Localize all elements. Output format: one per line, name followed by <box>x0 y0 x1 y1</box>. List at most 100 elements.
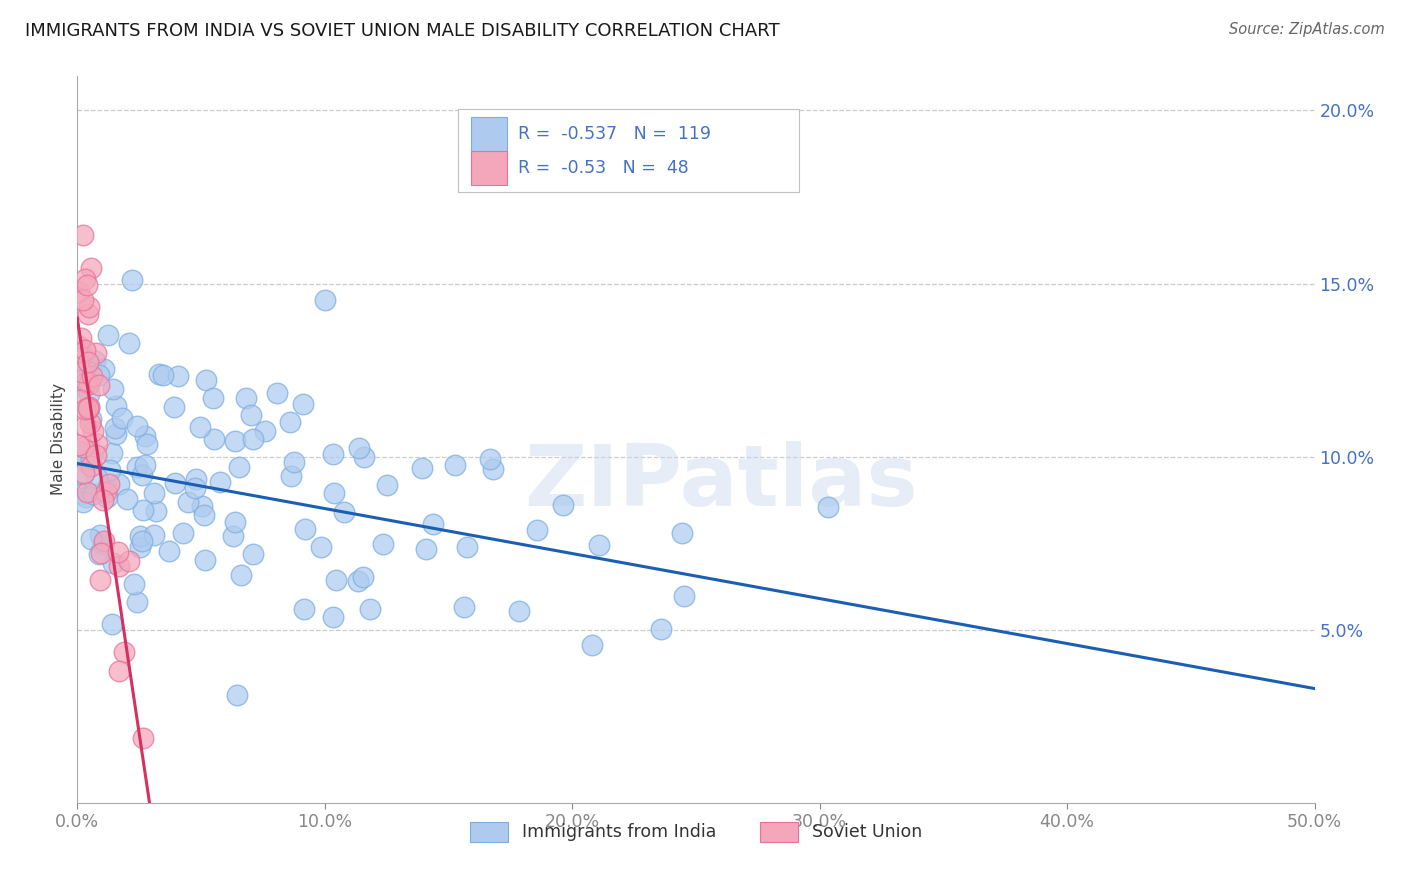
Point <box>411 460 433 475</box>
Point <box>76 361 98 376</box>
Point <box>129 529 152 543</box>
Point <box>69 443 91 458</box>
Point <box>195 373 218 387</box>
Text: R =  -0.537   N =  119: R = -0.537 N = 119 <box>517 125 711 143</box>
Point <box>422 517 444 532</box>
Point <box>184 481 207 495</box>
Point <box>553 498 575 512</box>
Point <box>111 410 134 425</box>
Point <box>225 688 247 702</box>
Point <box>87 547 110 561</box>
Point <box>240 408 263 422</box>
Point <box>84 448 107 462</box>
Point <box>118 554 141 568</box>
Point <box>77 401 100 416</box>
Point <box>478 451 501 466</box>
Point <box>98 463 121 477</box>
Point <box>145 504 167 518</box>
Point <box>86 437 108 451</box>
Text: R =  -0.53   N =  48: R = -0.53 N = 48 <box>517 159 689 178</box>
Point <box>283 455 305 469</box>
Point <box>108 665 131 679</box>
Point <box>84 354 107 368</box>
Point <box>89 368 111 383</box>
Point <box>165 475 187 490</box>
Point <box>136 437 159 451</box>
Point <box>75 271 97 285</box>
Point <box>76 277 98 292</box>
Point <box>148 367 170 381</box>
Point <box>93 362 115 376</box>
Point <box>222 528 245 542</box>
Point <box>75 378 97 392</box>
Point <box>104 399 127 413</box>
Point <box>91 493 114 508</box>
Point <box>112 645 135 659</box>
Point <box>224 515 246 529</box>
Point <box>266 385 288 400</box>
Point <box>152 368 174 383</box>
Point <box>322 447 344 461</box>
Point <box>131 534 153 549</box>
Point <box>107 476 129 491</box>
Point <box>280 469 302 483</box>
Point <box>650 622 672 636</box>
Text: Source: ZipAtlas.com: Source: ZipAtlas.com <box>1229 22 1385 37</box>
Point <box>77 402 100 417</box>
Point <box>359 602 381 616</box>
Point <box>86 470 108 484</box>
Point <box>322 610 344 624</box>
Point <box>125 595 148 609</box>
Point <box>292 602 315 616</box>
Point <box>482 462 505 476</box>
Point <box>79 376 101 391</box>
Point <box>80 412 103 426</box>
Point <box>125 419 148 434</box>
Point <box>163 400 186 414</box>
Point <box>444 458 467 473</box>
Point <box>132 731 155 746</box>
Point <box>235 391 257 405</box>
Point <box>166 368 188 383</box>
Point <box>97 327 120 342</box>
Point <box>70 345 93 359</box>
Point <box>190 419 212 434</box>
Point <box>332 505 354 519</box>
Point <box>134 458 156 472</box>
Point <box>131 467 153 482</box>
Point <box>131 503 153 517</box>
Point <box>101 446 124 460</box>
Point <box>278 415 301 429</box>
Point <box>254 424 277 438</box>
Point <box>69 393 91 408</box>
Point <box>67 339 90 353</box>
Point <box>75 343 97 358</box>
Point <box>76 484 98 499</box>
Point <box>77 300 100 314</box>
Point <box>201 391 224 405</box>
Point <box>70 366 93 380</box>
Point <box>456 540 478 554</box>
Point <box>347 574 370 588</box>
Point <box>353 450 375 464</box>
Point <box>193 508 215 522</box>
Point <box>202 432 225 446</box>
Point <box>415 542 437 557</box>
FancyBboxPatch shape <box>471 117 506 151</box>
Point <box>194 553 217 567</box>
Point <box>314 293 336 308</box>
Point <box>124 576 146 591</box>
Point <box>375 478 398 492</box>
Point <box>121 273 143 287</box>
Point <box>311 540 333 554</box>
Point <box>90 546 112 560</box>
Point <box>72 495 94 509</box>
Point <box>70 487 93 501</box>
Point <box>294 522 316 536</box>
Point <box>526 523 548 537</box>
Point <box>224 434 246 448</box>
Point <box>75 375 97 389</box>
Point <box>93 534 115 549</box>
Point <box>86 346 108 360</box>
Point <box>581 638 603 652</box>
